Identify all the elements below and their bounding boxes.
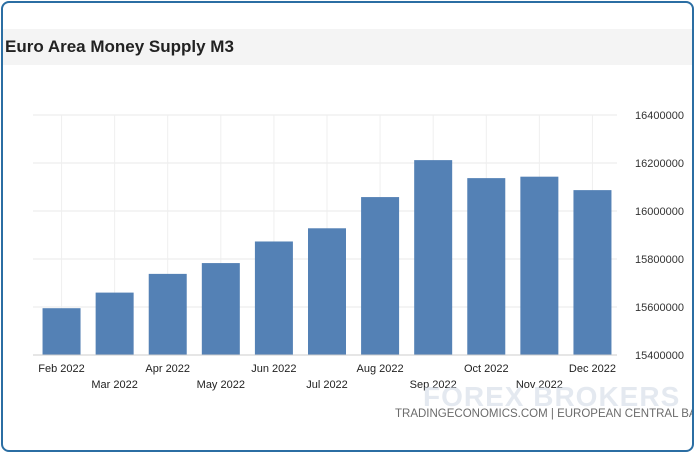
bar: [42, 308, 81, 355]
bar: [573, 190, 612, 355]
bar: [414, 160, 453, 355]
x-tick-label: Nov 2022: [516, 379, 563, 391]
bar: [201, 263, 240, 355]
x-tick-label: Jul 2022: [306, 379, 348, 391]
y-tick-label: 16000000: [635, 206, 684, 218]
y-tick-label: 16200000: [635, 158, 684, 170]
x-tick-label: Oct 2022: [464, 363, 509, 375]
x-tick-label: Dec 2022: [569, 363, 616, 375]
x-tick-label: Aug 2022: [357, 363, 404, 375]
x-tick-label: Feb 2022: [38, 363, 84, 375]
x-tick-label: Apr 2022: [145, 363, 190, 375]
bar: [254, 241, 293, 355]
bar: [467, 178, 506, 355]
bar: [148, 273, 187, 355]
x-tick-label: Mar 2022: [91, 379, 137, 391]
chart-title: Euro Area Money Supply M3: [5, 37, 234, 56]
bar: [361, 197, 400, 355]
x-tick-label: May 2022: [197, 379, 245, 391]
watermark-logo: FOREX BROKERS: [423, 381, 681, 412]
bar: [95, 292, 134, 355]
bar: [520, 176, 559, 355]
y-tick-label: 15400000: [635, 350, 684, 362]
x-tick-label: Sep 2022: [410, 379, 457, 391]
bar-chart: 15400000 15600000 15800000 16000000 16200000…: [33, 110, 684, 391]
y-tick-label: 16400000: [635, 110, 684, 122]
x-tick-label: Jun 2022: [251, 363, 296, 375]
y-tick-label: 15800000: [635, 254, 684, 266]
source-credit: TRADINGECONOMICS.COM | EUROPEAN CENTRAL …: [395, 408, 694, 420]
y-tick-label: 15600000: [635, 302, 684, 314]
title-bar: Euro Area Money Supply M3: [3, 29, 692, 65]
bar: [308, 228, 346, 355]
